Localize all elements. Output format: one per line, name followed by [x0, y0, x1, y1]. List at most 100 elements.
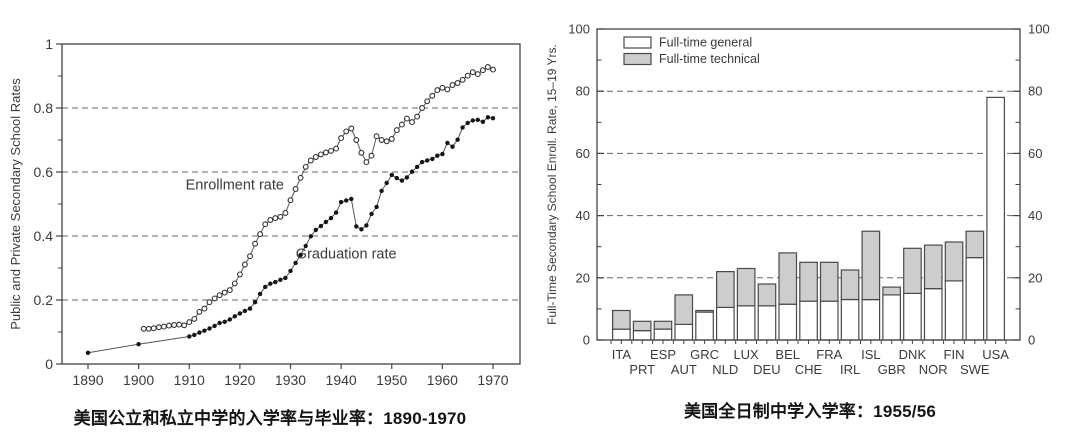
country-label-ESP: ESP	[650, 347, 676, 362]
y-tick-label-right: 40	[1028, 208, 1042, 223]
y-axis: 0 0.2 0.4 0.6 0.8 1	[34, 36, 62, 372]
bar-technical-DNK	[903, 247, 922, 295]
bar-technical-NOR	[923, 244, 943, 290]
x-tick-label: 1960	[427, 372, 458, 388]
y-tick-label: 0	[45, 356, 53, 372]
country-label-PRT: PRT	[629, 362, 655, 377]
bar-general-BEL	[778, 303, 798, 341]
y-tick-label-left: 80	[576, 84, 590, 99]
series-label: Enrollment rate	[186, 178, 284, 194]
bar-general-CHE	[799, 300, 818, 341]
bar-technical-CHE	[799, 261, 818, 302]
bar-technical-BEL	[778, 252, 798, 305]
line-chart-canvas: 0 0.2 0.4 0.6 0.8 1 1890 1900 1910 1920 1930 1940 19…	[8, 36, 521, 388]
country-label-ITA: ITA	[612, 347, 632, 362]
bar-technical-FRA	[819, 261, 839, 302]
y-tick-label-left: 20	[576, 270, 590, 285]
legend: Full-time general Full-time technical	[623, 36, 760, 66]
y-tick-label-left: 60	[576, 146, 590, 161]
country-label-ISL: ISL	[861, 347, 881, 362]
bar-technical-NLD	[716, 271, 735, 309]
bar-general-GBR	[882, 294, 901, 341]
bar-technical-PRT	[632, 320, 652, 332]
y-tick-label: 0.2	[34, 292, 54, 308]
y-tick-label-left: 100	[568, 22, 590, 37]
bar-general-ISL	[861, 299, 881, 341]
x-tick-label: 1910	[174, 372, 205, 388]
bar-technical-ITA	[611, 309, 631, 330]
country-label-FRA: FRA	[816, 347, 842, 362]
x-tick-label: 1900	[123, 372, 154, 388]
bar-general-ITA	[611, 328, 631, 341]
bars	[611, 96, 1005, 341]
bar-technical-GRC	[695, 309, 714, 313]
country-label-LUX: LUX	[733, 347, 759, 362]
country-label-SWE: SWE	[960, 362, 990, 377]
series-enrollment: Enrollment rate	[140, 64, 496, 332]
right-chart-caption: 美国全日制中学入学率：1955/56	[683, 402, 937, 421]
bar-general-SWE	[965, 257, 985, 341]
country-label-BEL: BEL	[775, 347, 800, 362]
country-label-NOR: NOR	[919, 362, 948, 377]
bar-general-PRT	[632, 330, 652, 341]
left-y-axis-title: Public and Private Secondary School Rate…	[8, 78, 23, 330]
y-tick-label: 0.4	[34, 228, 54, 244]
country-label-DNK: DNK	[899, 347, 927, 362]
bar-general-NOR	[923, 288, 943, 341]
bar-technical-DEU	[757, 283, 777, 307]
bar-general-FRA	[819, 300, 839, 341]
x-tick-label: 1920	[224, 372, 255, 388]
x-tick-label: 1970	[477, 372, 508, 388]
bar-general-AUT	[674, 323, 694, 341]
country-label-NLD: NLD	[712, 362, 738, 377]
bar-general-USA	[986, 96, 1005, 341]
country-label-CHE: CHE	[795, 362, 823, 377]
legend-label: Full-time technical	[659, 52, 760, 66]
y-tick-label-left: 40	[576, 208, 590, 223]
y-tick-label: 1	[45, 36, 53, 52]
bar-general-GRC	[695, 311, 714, 341]
bar-technical-FIN	[944, 241, 964, 282]
y-tick-label-right: 80	[1028, 84, 1042, 99]
bar-general-LUX	[736, 305, 756, 341]
figure-enrollment-graduation: 0 0.2 0.4 0.6 0.8 1 1890 1900 1910 1920 1930 1940 19…	[8, 36, 521, 428]
bar-technical-GBR	[882, 286, 901, 296]
country-label-GRC: GRC	[690, 347, 719, 362]
plot-frame	[61, 43, 521, 365]
y-axes: 0 0 20 20 40 40 60 60 80 80 100 100	[568, 22, 1049, 348]
country-label-IRL: IRL	[840, 362, 860, 377]
country-label-FIN: FIN	[944, 347, 965, 362]
x-tick-label: 1930	[275, 372, 306, 388]
y-tick-label-right: 20	[1028, 270, 1042, 285]
left-plot-area: 0 0.2 0.4 0.6 0.8 1 1890 1900 1910 1920 1930 1940 19…	[34, 36, 521, 388]
bar-technical-LUX	[736, 267, 756, 307]
y-tick-label: 0.6	[34, 164, 54, 180]
x-tick-label: 1950	[376, 372, 407, 388]
bar-technical-ISL	[861, 230, 881, 301]
legend-swatch	[623, 52, 652, 66]
bar-general-IRL	[840, 299, 860, 341]
country-label-DEU: DEU	[753, 362, 780, 377]
country-label-AUT: AUT	[671, 362, 697, 377]
x-axis: ITAPRTESPAUTGRCNLDLUXDEUBELCHEFRAIRLISLG…	[610, 340, 1009, 377]
y-tick-label-right: 100	[1028, 22, 1050, 37]
bar-general-DNK	[903, 292, 922, 341]
x-axis: 1890 1900 1910 1920 1930 1940 1950 1960 1970	[72, 364, 509, 388]
x-tick-label: 1940	[326, 372, 357, 388]
legend-label: Full-time general	[659, 36, 752, 50]
y-tick-label-right: 60	[1028, 146, 1042, 161]
country-label-GBR: GBR	[878, 362, 906, 377]
bar-general-DEU	[757, 305, 777, 341]
figure-country-enrollment: 0 0 20 20 40 40 60 60 80 80 100 100 ITA PRT ESP AUT GRC N…	[540, 0, 1080, 445]
bar-general-FIN	[944, 280, 964, 341]
country-label-USA: USA	[982, 347, 1009, 362]
bar-technical-IRL	[840, 269, 860, 301]
right-y-axis-title: Full-Time Secondary School Enroll. Rate,…	[545, 44, 559, 325]
y-tick-label: 0.8	[34, 100, 54, 116]
bar-technical-ESP	[653, 320, 673, 330]
bar-general-ESP	[653, 328, 673, 341]
bar-technical-AUT	[674, 294, 694, 325]
series-label: Graduation rate	[296, 246, 397, 262]
